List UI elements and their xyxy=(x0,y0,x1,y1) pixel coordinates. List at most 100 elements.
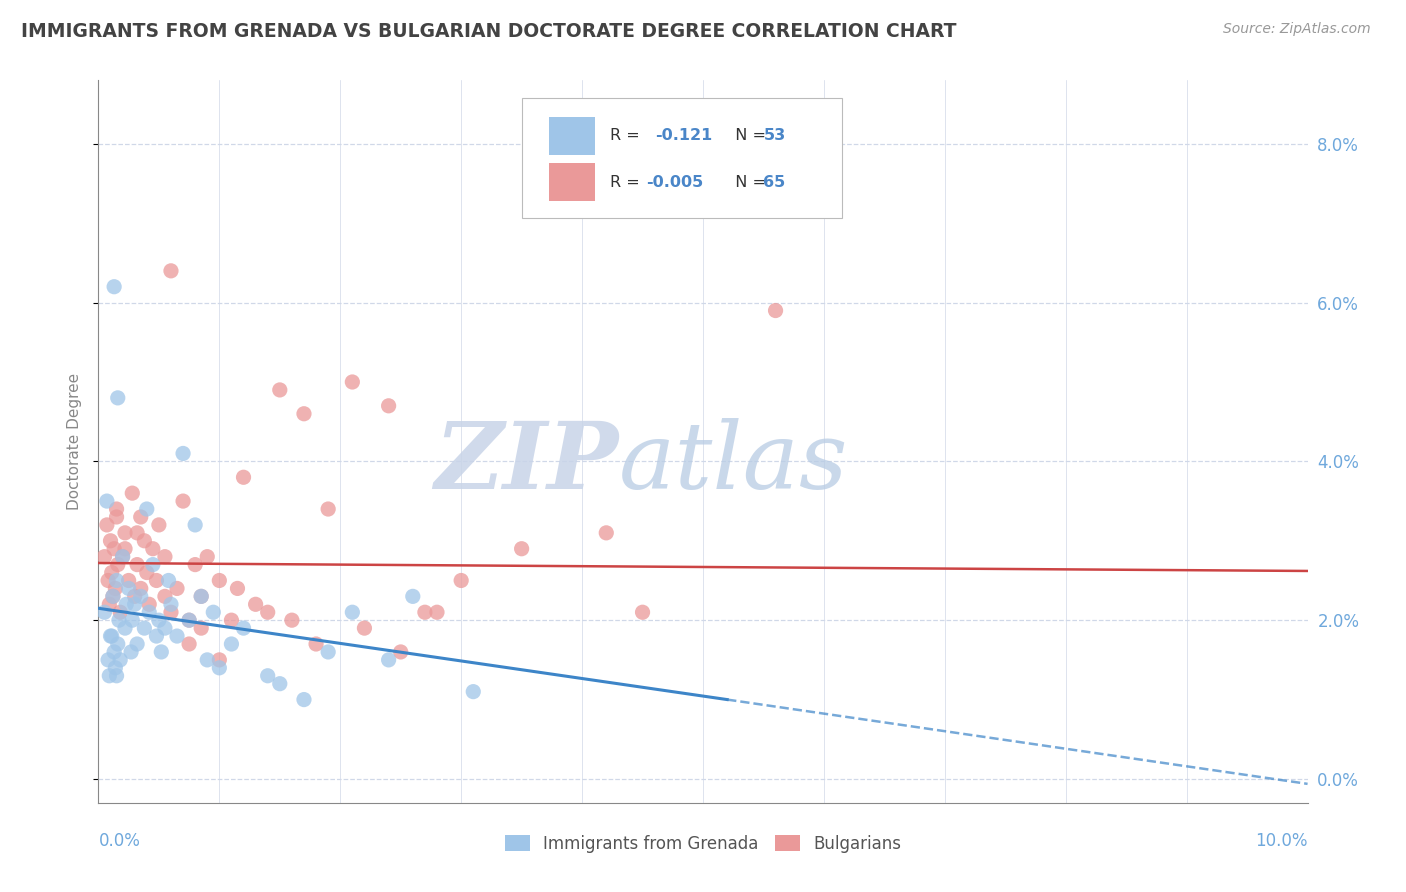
Bar xyxy=(550,163,595,201)
Point xyxy=(595,525,617,540)
Point xyxy=(190,590,212,604)
Point xyxy=(134,533,156,548)
Point xyxy=(232,621,254,635)
Point xyxy=(100,566,122,580)
Point xyxy=(100,629,122,643)
Text: 10.0%: 10.0% xyxy=(1256,831,1308,850)
Point xyxy=(135,502,157,516)
Y-axis label: Doctorate Degree: Doctorate Degree xyxy=(67,373,83,510)
Point xyxy=(105,510,128,524)
Point xyxy=(221,613,243,627)
Point xyxy=(450,574,472,588)
Point xyxy=(138,605,160,619)
Point xyxy=(104,661,127,675)
Point xyxy=(150,645,173,659)
Text: 53: 53 xyxy=(763,128,786,144)
Point xyxy=(342,605,364,619)
Point xyxy=(765,303,787,318)
Text: R =: R = xyxy=(610,175,645,190)
Point xyxy=(107,558,129,572)
Point xyxy=(292,692,315,706)
Point xyxy=(134,621,156,635)
Text: 65: 65 xyxy=(763,175,786,190)
Point xyxy=(127,558,149,572)
Point xyxy=(172,446,194,460)
Point xyxy=(269,383,291,397)
Point xyxy=(107,637,129,651)
Point xyxy=(716,161,738,175)
Text: Source: ZipAtlas.com: Source: ZipAtlas.com xyxy=(1223,22,1371,37)
FancyBboxPatch shape xyxy=(522,98,842,218)
Point xyxy=(111,549,134,564)
Point xyxy=(124,597,146,611)
Point xyxy=(160,264,183,278)
Point xyxy=(121,486,143,500)
Point xyxy=(389,645,412,659)
Point xyxy=(172,494,194,508)
Text: -0.121: -0.121 xyxy=(655,128,711,144)
Point xyxy=(103,279,125,293)
Text: IMMIGRANTS FROM GRENADA VS BULGARIAN DOCTORATE DEGREE CORRELATION CHART: IMMIGRANTS FROM GRENADA VS BULGARIAN DOC… xyxy=(21,22,956,41)
Point xyxy=(208,653,231,667)
Point xyxy=(377,399,399,413)
Point xyxy=(179,637,201,651)
Point xyxy=(179,613,201,627)
Text: N =: N = xyxy=(724,128,770,144)
Point xyxy=(129,582,152,596)
Text: N =: N = xyxy=(724,175,770,190)
Point xyxy=(114,621,136,635)
Point xyxy=(103,541,125,556)
Point xyxy=(316,502,339,516)
Point xyxy=(353,621,375,635)
Point xyxy=(179,613,201,627)
Point xyxy=(232,470,254,484)
Text: atlas: atlas xyxy=(619,418,848,508)
Point xyxy=(142,558,165,572)
Point xyxy=(114,541,136,556)
Point xyxy=(108,653,131,667)
Point xyxy=(153,549,176,564)
Point xyxy=(184,517,207,532)
Point xyxy=(184,558,207,572)
Point xyxy=(342,375,364,389)
Point xyxy=(142,541,165,556)
Point xyxy=(402,590,425,604)
Bar xyxy=(550,117,595,154)
Point xyxy=(269,676,291,690)
Point xyxy=(98,597,121,611)
Point xyxy=(160,605,183,619)
Text: R =: R = xyxy=(610,128,655,144)
Point xyxy=(245,597,267,611)
Point xyxy=(101,590,124,604)
Point xyxy=(100,629,122,643)
Point xyxy=(166,582,188,596)
Point xyxy=(124,590,146,604)
Point xyxy=(129,590,152,604)
Point xyxy=(202,605,225,619)
Point xyxy=(221,637,243,651)
Point xyxy=(111,549,134,564)
Point xyxy=(153,590,176,604)
Point xyxy=(127,525,149,540)
Point xyxy=(98,669,121,683)
Point xyxy=(413,605,436,619)
Point xyxy=(93,549,115,564)
Point xyxy=(129,510,152,524)
Point xyxy=(108,605,131,619)
Point xyxy=(127,637,149,651)
Point xyxy=(105,502,128,516)
Point xyxy=(256,669,278,683)
Point xyxy=(96,517,118,532)
Point xyxy=(195,549,218,564)
Point xyxy=(100,533,122,548)
Text: -0.005: -0.005 xyxy=(647,175,703,190)
Point xyxy=(292,407,315,421)
Point xyxy=(316,645,339,659)
Point xyxy=(108,613,131,627)
Point xyxy=(97,653,120,667)
Point xyxy=(105,669,128,683)
Point xyxy=(195,653,218,667)
Point xyxy=(118,582,141,596)
Point xyxy=(103,645,125,659)
Point xyxy=(256,605,278,619)
